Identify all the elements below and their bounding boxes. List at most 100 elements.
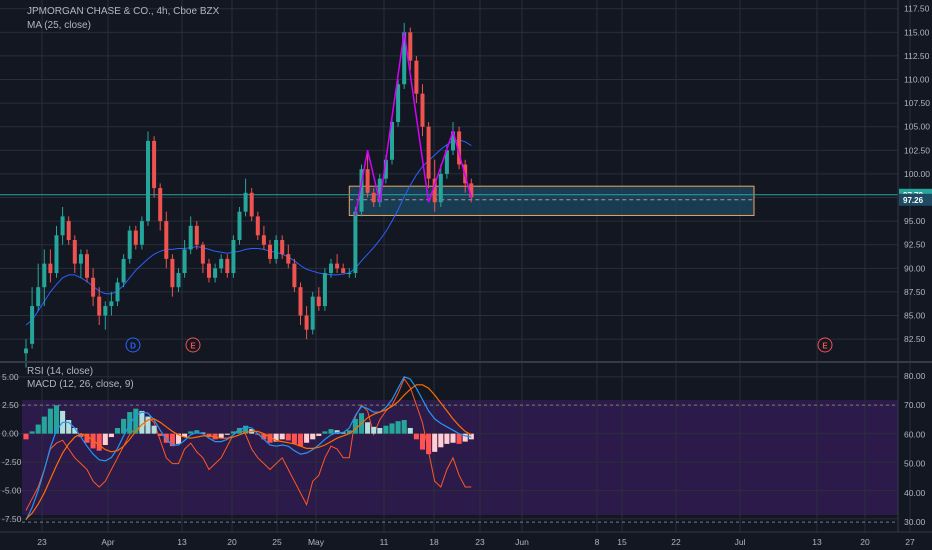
candle-body	[207, 263, 211, 278]
macd-histogram-bar	[102, 433, 108, 446]
candle	[97, 287, 102, 325]
macd-histogram-bar	[377, 427, 383, 434]
price-tick-label: 90.00	[904, 263, 926, 273]
time-tick-label: 20	[860, 537, 870, 547]
earnings-marker-circle	[817, 337, 833, 353]
candle-body	[438, 173, 443, 203]
macd-histogram-bar	[182, 433, 188, 438]
macd-histogram-bar	[23, 433, 29, 440]
macd-legend[interactable]: MACD (12, 26, close, 9)	[27, 379, 134, 390]
candle	[457, 126, 462, 170]
macd-histogram-bar	[395, 421, 401, 434]
candle	[146, 131, 150, 226]
candle-body	[347, 273, 352, 275]
candle	[335, 254, 340, 274]
time-tick-label: Jul	[735, 537, 746, 547]
candle-body	[54, 235, 59, 274]
rsi-line	[25, 377, 472, 511]
candle-body	[414, 60, 419, 94]
candle-body	[225, 258, 230, 274]
macd-histogram-bar	[279, 433, 285, 440]
candle	[365, 150, 370, 198]
candle	[91, 268, 96, 307]
candle-body	[109, 301, 114, 307]
candlestick-series	[24, 22, 474, 368]
candle	[231, 235, 236, 278]
symbol-legend[interactable]: JPMORGAN CHASE & CO., 4h, Cboe BZX	[27, 6, 220, 17]
candle	[213, 263, 218, 283]
ma-line	[25, 139, 472, 326]
macd-line	[25, 376, 472, 521]
macd-histogram-bar	[401, 420, 407, 434]
candle-body	[36, 287, 41, 307]
macd-histogram-bar	[243, 425, 249, 434]
macd-histogram-bar	[432, 433, 438, 452]
macd-histogram-bar	[426, 433, 432, 455]
macd-tick-label: -5.00	[2, 485, 22, 495]
candle	[396, 79, 401, 127]
candle	[109, 291, 114, 316]
candle-body	[341, 268, 346, 274]
macd-histogram-bar	[84, 433, 90, 443]
candle-body	[359, 169, 364, 212]
candle	[353, 206, 358, 278]
candle-body	[170, 258, 175, 288]
rsi-tick-label: 50.00	[904, 459, 926, 469]
candle-body	[322, 273, 327, 307]
ma-legend[interactable]: MA (25, close)	[27, 20, 91, 31]
macd-histogram-bar	[304, 433, 310, 443]
rsi-legend[interactable]: RSI (14, close)	[27, 366, 94, 377]
time-tick-label: 25	[272, 537, 282, 547]
support-zone	[0, 185, 898, 216]
candle-body	[200, 244, 205, 264]
macd-histogram-bar	[35, 424, 41, 434]
time-tick-label: Jun	[515, 537, 529, 547]
candle	[219, 254, 224, 274]
macd-tick-label: 2.50	[2, 400, 19, 410]
time-tick-label: 18	[429, 537, 439, 547]
candle-body	[255, 216, 260, 236]
pattern-path	[354, 32, 473, 216]
rsi-band-fill	[22, 400, 898, 515]
candle	[414, 55, 419, 104]
candle	[207, 258, 211, 283]
ma-line-layer	[25, 139, 472, 326]
candle	[329, 258, 333, 278]
candle-body	[408, 32, 413, 61]
macd-histogram-bar	[371, 426, 377, 434]
macd-histogram-bar	[273, 433, 279, 442]
macd-tick-label: -2.50	[2, 457, 22, 467]
macd-histogram-bar	[175, 433, 182, 444]
time-tick-label: 23	[37, 537, 47, 547]
candle-body	[194, 225, 199, 245]
candle-body	[188, 225, 193, 250]
candle	[188, 216, 193, 255]
price-tick-label: 95.00	[904, 216, 926, 226]
candle-body	[365, 169, 370, 193]
earnings-marker-circle	[185, 337, 201, 353]
macd-histogram-bar	[151, 425, 157, 434]
candle	[316, 287, 321, 311]
axes: 82.5085.0087.5090.0092.5095.0097.50100.0…	[2, 4, 932, 547]
macd-histogram-bar	[41, 416, 47, 434]
candle	[268, 240, 272, 264]
candle	[42, 249, 47, 307]
candle	[298, 282, 303, 325]
macd-tick-label: -7.50	[2, 514, 22, 524]
candle	[54, 225, 59, 278]
candle	[176, 268, 181, 292]
price-tick-label: 112.50	[904, 51, 930, 61]
macd-histogram-bar	[322, 431, 328, 434]
price-tick-label: 105.00	[904, 122, 930, 132]
candle	[103, 301, 108, 330]
candle	[182, 240, 187, 278]
candle	[341, 263, 346, 274]
candle-body	[91, 277, 96, 297]
candle-body	[432, 178, 437, 203]
candle	[304, 306, 309, 340]
macd-histogram-bar	[346, 430, 352, 434]
candle-body	[451, 131, 455, 151]
candle-body	[396, 84, 401, 122]
macd-histogram-bar	[438, 433, 444, 448]
